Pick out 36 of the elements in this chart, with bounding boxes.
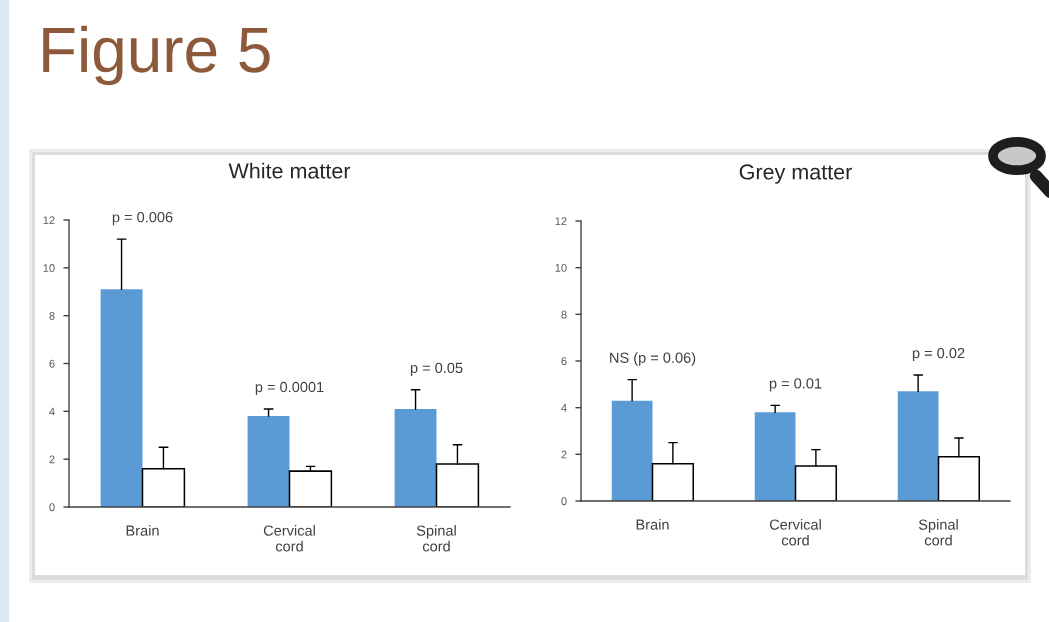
y-tick-label: 0: [49, 503, 55, 512]
y-tick-label: 8: [49, 311, 55, 320]
bar: [288, 470, 333, 507]
text: Figure 5: [43, 25, 270, 86]
chart-title: Grey matter: [739, 164, 852, 184]
y-tick-label: 2: [561, 450, 567, 459]
bar: [394, 408, 437, 507]
bar: [100, 289, 143, 507]
x-tick-label: Cervical cord: [769, 519, 821, 546]
y-tick-label: 8: [561, 310, 567, 319]
annotation: p = 0.0001: [255, 381, 324, 396]
bar: [754, 412, 796, 501]
bar: [897, 391, 939, 501]
bar: [611, 400, 653, 501]
x-tick-label: Spinal cord: [918, 519, 958, 546]
y-tick-label: 4: [561, 404, 567, 412]
x-tick-label: Brain: [126, 525, 159, 536]
chart-title: White matter: [228, 162, 351, 179]
bar: [247, 416, 290, 507]
y-tick-label: 10: [555, 263, 567, 272]
x-tick-label: Brain: [636, 519, 669, 530]
x-tick-label: Cervical cord: [263, 525, 315, 552]
x-tick-label: Spinal cord: [416, 525, 456, 552]
annotation: p = 0.01: [769, 378, 822, 392]
annotation: p = 0.05: [410, 362, 463, 376]
annotation: p = 0.02: [912, 347, 965, 362]
y-tick-label: 12: [43, 216, 55, 225]
y-tick-label: 2: [49, 455, 55, 464]
y-tick-label: 10: [43, 264, 55, 272]
annotation: NS (p = 0.06): [610, 352, 696, 366]
y-tick-label: 6: [49, 359, 55, 368]
y-tick-label: 0: [561, 497, 567, 506]
y-tick-label: 4: [49, 407, 55, 416]
y-tick-label: 12: [555, 217, 567, 226]
annotation: p = 0.006: [112, 212, 173, 226]
y-tick-label: 6: [561, 357, 567, 366]
